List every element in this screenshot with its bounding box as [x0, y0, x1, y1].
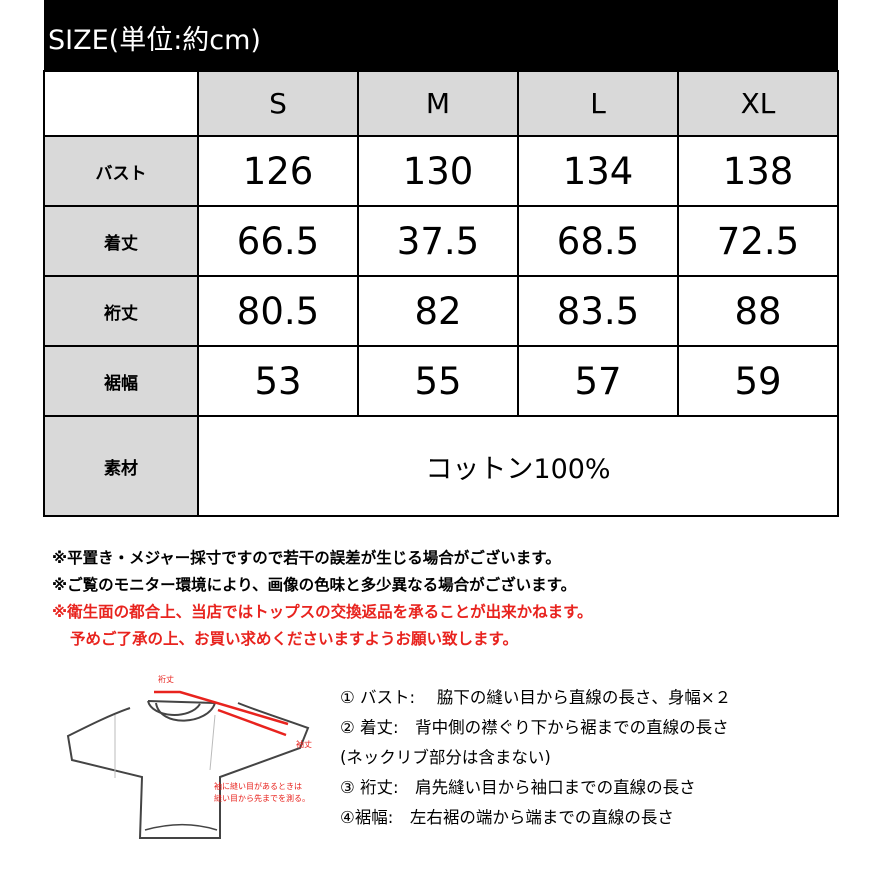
size-s: S — [197, 70, 359, 137]
measure-length: ② 着丈: 背中側の襟ぐり下から裾までの直線の長さ — [340, 718, 729, 737]
size-xl: XL — [677, 70, 839, 137]
measurement-guide: ① バスト: 脇下の縫い目から直線の長さ、身幅×２ ② 着丈: 背中側の襟ぐり下… — [340, 683, 731, 833]
cell: 83.5 — [517, 275, 679, 347]
cell: 55 — [357, 345, 519, 417]
table-row: 裾幅 53 55 57 59 — [43, 345, 839, 417]
corner-cell — [43, 70, 199, 137]
cell: 37.5 — [357, 205, 519, 277]
note-1: ※平置き・メジャー採寸ですので若干の誤差が生じる場合がございます。 — [52, 549, 561, 567]
label-yukitake: 裄丈 — [158, 674, 174, 684]
row-label: 着丈 — [43, 205, 199, 277]
cell: 68.5 — [517, 205, 679, 277]
notes: ※平置き・メジャー採寸ですので若干の誤差が生じる場合がございます。 ※ご覧のモニ… — [52, 545, 593, 653]
table-title: SIZE(単位:約cm) — [44, 0, 838, 70]
measure-bust: ① バスト: 脇下の縫い目から直線の長さ、身幅×２ — [340, 688, 732, 707]
size-header-row: S M L XL — [43, 70, 839, 137]
cell: 82 — [357, 275, 519, 347]
cell: 126 — [197, 135, 359, 207]
measure-length-note: (ネックリブ部分は含まない) — [340, 748, 551, 767]
material-row: 素材 コットン100% — [43, 415, 839, 517]
table-row: バスト 126 130 134 138 — [43, 135, 839, 207]
diagram-note-1: 袖に縫い目があるときは — [214, 781, 302, 791]
row-label: 裄丈 — [43, 275, 199, 347]
cell: 57 — [517, 345, 679, 417]
size-m: M — [357, 70, 519, 137]
measure-hem: ④裾幅: 左右裾の端から端までの直線の長さ — [340, 808, 674, 827]
cell: 59 — [677, 345, 839, 417]
row-label: 裾幅 — [43, 345, 199, 417]
cell: 53 — [197, 345, 359, 417]
note-2: ※ご覧のモニター環境により、画像の色味と多少異なる場合がございます。 — [52, 576, 577, 594]
material-label: 素材 — [43, 415, 199, 517]
label-sodetake: 袖丈 — [296, 739, 312, 749]
table-row: 裄丈 80.5 82 83.5 88 — [43, 275, 839, 347]
cell: 80.5 — [197, 275, 359, 347]
cell: 130 — [357, 135, 519, 207]
cell: 72.5 — [677, 205, 839, 277]
cell: 134 — [517, 135, 679, 207]
note-3: ※衛生面の都合上、当店ではトップスの交換返品を承ることが出来かねます。 — [52, 603, 593, 621]
cell: 66.5 — [197, 205, 359, 277]
measure-yukitake: ③ 裄丈: 肩先縫い目から袖口までの直線の長さ — [340, 778, 696, 797]
size-table: SIZE(単位:約cm) S M L XL バスト 126 130 134 13… — [43, 0, 839, 517]
note-4: 予めご了承の上、お買い求めくださいますようお願い致します。 — [70, 630, 518, 648]
diagram-note-2: 縫い目から先までを測る。 — [214, 793, 310, 803]
table-row: 着丈 66.5 37.5 68.5 72.5 — [43, 205, 839, 277]
material-value: コットン100% — [197, 415, 839, 517]
cell: 138 — [677, 135, 839, 207]
cell: 88 — [677, 275, 839, 347]
size-l: L — [517, 70, 679, 137]
garment-diagram: 裄丈 袖丈 袖に縫い目があるときは 縫い目から先までを測る。 — [60, 670, 350, 850]
sweater-illustration-icon: 裄丈 袖丈 袖に縫い目があるときは 縫い目から先までを測る。 — [66, 674, 312, 839]
row-label: バスト — [43, 135, 199, 207]
